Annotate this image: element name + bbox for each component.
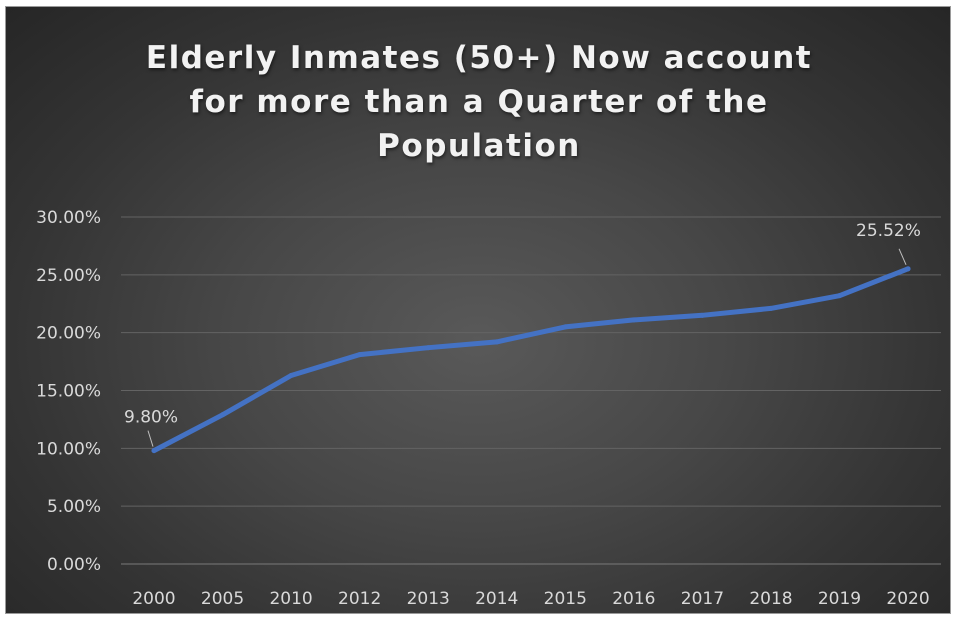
x-tick-label: 2014 — [475, 589, 518, 609]
x-tick-label: 2019 — [818, 589, 861, 609]
x-tick-label: 2010 — [269, 589, 312, 609]
x-tick-label: 2013 — [407, 589, 450, 609]
data-point — [768, 305, 774, 311]
data-label: 9.80% — [124, 408, 178, 428]
chart-title-line-3: Population — [377, 128, 581, 164]
x-tick-label: 2005 — [201, 589, 244, 609]
data-point — [905, 266, 911, 272]
x-tick-label: 2020 — [886, 589, 929, 609]
chart-title: Elderly Inmates (50+) Now account for mo… — [6, 36, 950, 168]
y-tick-label: 5.00% — [47, 497, 101, 517]
data-label-leader — [898, 248, 907, 266]
y-tick-label: 20.00% — [36, 324, 101, 344]
data-point — [562, 324, 568, 330]
x-tick-label: 2018 — [749, 589, 792, 609]
data-point — [220, 412, 226, 418]
data-point — [425, 345, 431, 351]
data-point — [151, 448, 157, 454]
data-point — [494, 339, 500, 345]
data-label-leader — [147, 430, 154, 447]
x-tick-label: 2016 — [612, 589, 655, 609]
series-line — [151, 266, 911, 454]
chart-title-line-1: Elderly Inmates (50+) Now account — [145, 40, 813, 76]
data-point — [837, 293, 842, 299]
data-point — [357, 352, 363, 358]
chart-title-line-2: for more than a Quarter of the — [189, 84, 769, 120]
line-chart: 0.00% 5.00% 10.00% 15.00% 20.00% 25.00% 30.00%… — [36, 208, 941, 609]
x-tick-label: 2017 — [681, 589, 724, 609]
x-tick-label: 2012 — [338, 589, 381, 609]
data-point — [288, 372, 294, 378]
y-tick-label: 25.00% — [36, 266, 101, 286]
data-point — [699, 312, 705, 318]
y-tick-label: 10.00% — [36, 439, 101, 459]
data-point — [631, 317, 637, 323]
chart-frame: Elderly Inmates (50+) Now account for mo… — [5, 6, 951, 614]
data-label: 25.52% — [856, 221, 921, 241]
x-tick-label: 2015 — [544, 589, 587, 609]
y-tick-label: 15.00% — [36, 382, 101, 402]
y-tick-label: 0.00% — [47, 555, 101, 575]
y-tick-label: 30.00% — [36, 208, 101, 228]
x-tick-label: 2000 — [132, 589, 175, 609]
